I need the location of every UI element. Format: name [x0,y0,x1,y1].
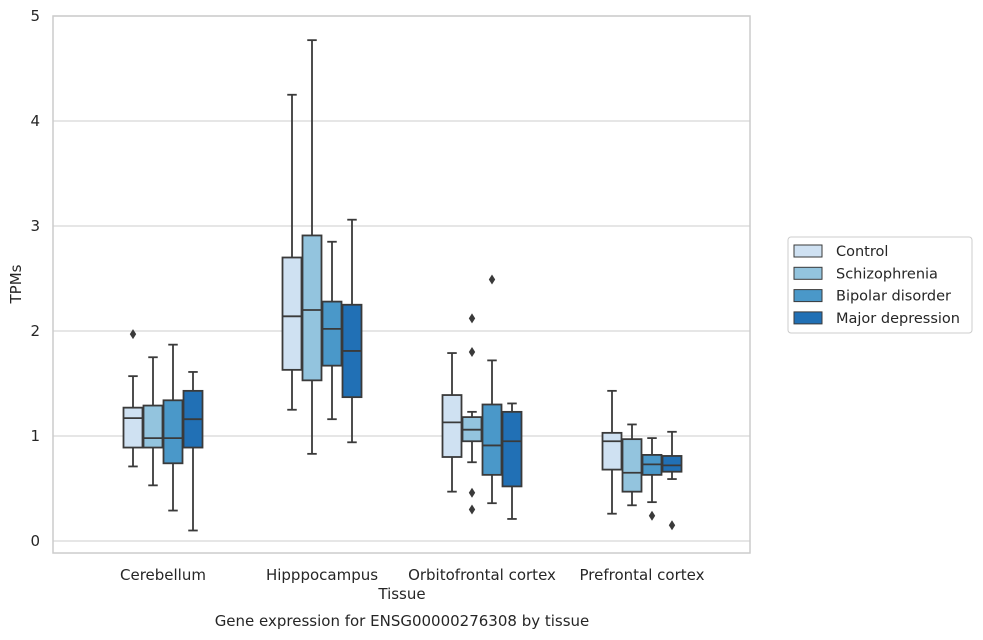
box-body [321,300,343,367]
box [501,402,523,520]
outlier-point [648,510,656,521]
x-tick-label: Hipppocampus [266,566,378,584]
box-group [281,39,363,455]
box-groups [122,39,683,532]
box [601,389,623,515]
box-body [481,403,503,476]
legend-frame [787,236,973,334]
box [481,274,503,505]
x-axis-label: Tissue [377,585,425,603]
box [301,39,323,455]
x-tick-label: Prefrontal cortex [580,566,705,584]
box-body [301,234,323,382]
legend-label: Bipolar disorder [836,289,951,305]
legend-swatch [793,289,823,303]
box-body [501,410,523,488]
outlier-point [129,329,137,340]
box-group [441,274,523,520]
box [621,423,643,507]
x-tick-labels: Cerebellum Hipppocampus Orbitofrontal cort… [120,566,705,584]
legend-item: Control [793,244,888,260]
box-group [601,389,683,531]
box [142,356,164,487]
box [182,371,204,532]
box-body [122,406,144,449]
box-body [661,455,683,473]
outlier-point [488,274,496,285]
legend-swatch [793,311,823,325]
box [661,430,683,531]
plot-frame [52,15,751,554]
box-body [621,438,643,493]
box [461,313,483,515]
y-tick-label: 5 [30,7,40,25]
box [341,218,363,444]
box [641,437,663,521]
y-tick-label: 3 [30,217,40,235]
box [281,93,303,411]
y-axis-label: TPMs [7,264,25,304]
chart-caption: Gene expression for ENSG00000276308 by t… [215,612,590,630]
outlier-point [468,487,476,498]
legend: Control Schizophrenia Bipolar disorder Majo… [787,236,973,334]
box-body [162,399,184,465]
box [441,352,463,493]
x-tick-label: Orbitofrontal cortex [408,566,556,584]
x-tick-label: Cerebellum [120,566,206,584]
box-body [441,394,463,458]
box [122,329,144,468]
box [162,343,184,512]
legend-item: Major depression [793,311,960,327]
legend-label: Major depression [836,311,960,327]
legend-item: Bipolar disorder [793,289,951,305]
legend-label: Schizophrenia [836,266,938,282]
box-group [122,329,204,532]
y-tick-label: 1 [30,427,40,445]
y-tick-label: 0 [30,532,40,550]
outlier-point [668,520,676,531]
outlier-point [468,504,476,515]
y-tick-label: 2 [30,322,40,340]
legend-label: Control [836,244,888,260]
y-tick-labels: 0 1 2 3 4 5 [30,7,40,550]
box [321,240,343,421]
outlier-point [468,313,476,324]
legend-item: Schizophrenia [793,266,938,282]
outlier-point [468,347,476,357]
box-body [601,431,623,471]
y-tick-label: 4 [30,112,40,130]
legend-swatch [793,266,823,280]
box-body [281,256,303,371]
box-body [142,404,164,449]
legend-swatch [793,244,823,258]
